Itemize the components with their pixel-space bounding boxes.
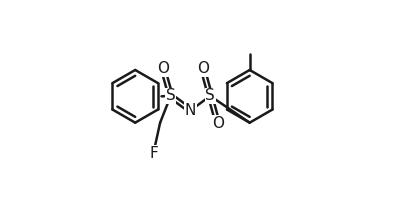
Text: S: S [166, 88, 176, 103]
Text: O: O [197, 61, 209, 76]
Text: O: O [212, 116, 224, 131]
Text: F: F [149, 146, 158, 161]
Text: S: S [205, 88, 215, 103]
Text: N: N [185, 103, 196, 118]
Text: O: O [157, 61, 169, 76]
